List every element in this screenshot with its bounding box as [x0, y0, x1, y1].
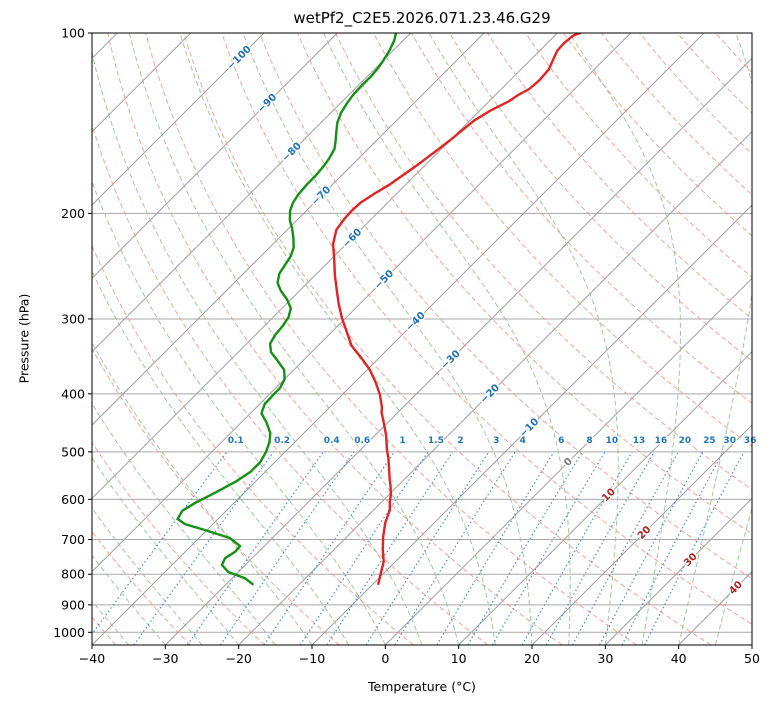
chart-title: wetPf2_C2E5.2026.071.23.46.G29	[293, 9, 551, 27]
svg-text:30: 30	[597, 651, 613, 666]
isotherm-lines	[92, 33, 752, 645]
svg-text:0.4: 0.4	[324, 436, 340, 446]
svg-text:800: 800	[61, 567, 85, 582]
y-axis-label: Pressure (hPa)	[16, 293, 32, 384]
svg-text:16: 16	[655, 436, 668, 446]
svg-text:25: 25	[703, 436, 716, 446]
svg-text:1.5: 1.5	[428, 436, 444, 446]
svg-text:2: 2	[457, 436, 463, 446]
svg-text:0.1: 0.1	[228, 436, 244, 446]
temperature-profile-line	[331, 33, 582, 585]
svg-text:−90: −90	[256, 92, 280, 116]
svg-text:50: 50	[744, 651, 760, 666]
svg-text:600: 600	[61, 492, 85, 507]
svg-text:36: 36	[744, 436, 757, 446]
mixing-ratio-lines	[92, 451, 745, 645]
svg-text:13: 13	[633, 436, 646, 446]
dry-adiabat-lines	[92, 33, 752, 645]
x-axis-ticks: −40 −30 −20 −10 0 10 20 30 40 50	[79, 645, 760, 666]
svg-text:0: 0	[381, 651, 389, 666]
svg-text:300: 300	[61, 311, 85, 326]
svg-text:500: 500	[61, 444, 85, 459]
mixing-ratio-labels: 0.1 0.2 0.4 0.6 1 1.5 2 3 4 6 8 10 13 16 20 25 30 36	[226, 435, 758, 448]
svg-text:−100: −100	[225, 44, 253, 72]
svg-text:100: 100	[61, 26, 85, 41]
svg-text:6: 6	[558, 436, 564, 446]
svg-text:3: 3	[493, 436, 499, 446]
dewpoint-profile-line	[176, 33, 398, 586]
svg-text:−10: −10	[299, 651, 325, 666]
svg-text:8: 8	[586, 436, 592, 446]
svg-text:10: 10	[606, 436, 619, 446]
svg-text:−20: −20	[225, 651, 251, 666]
svg-text:1000: 1000	[53, 625, 85, 640]
svg-text:400: 400	[61, 386, 85, 401]
svg-text:40: 40	[671, 651, 687, 666]
svg-text:4: 4	[520, 436, 526, 446]
plot-border	[91, 32, 753, 646]
y-axis-ticks: 100 200 300 400 500 600 700 800 900 1000	[53, 26, 92, 640]
svg-text:−40: −40	[79, 651, 105, 666]
svg-text:20: 20	[679, 436, 692, 446]
svg-text:−30: −30	[152, 651, 178, 666]
svg-text:−80: −80	[280, 141, 304, 165]
svg-text:0.6: 0.6	[354, 436, 370, 446]
svg-text:−50: −50	[373, 268, 397, 292]
svg-text:700: 700	[61, 532, 85, 547]
svg-text:30: 30	[723, 436, 736, 446]
x-axis-label: Temperature (°C)	[368, 679, 476, 694]
svg-text:0.2: 0.2	[274, 436, 290, 446]
moist-adiabat-lines	[92, 33, 752, 645]
svg-text:20: 20	[524, 651, 540, 666]
svg-text:10: 10	[451, 651, 467, 666]
svg-text:1: 1	[399, 436, 405, 446]
svg-text:200: 200	[61, 206, 85, 221]
svg-text:900: 900	[61, 597, 85, 612]
